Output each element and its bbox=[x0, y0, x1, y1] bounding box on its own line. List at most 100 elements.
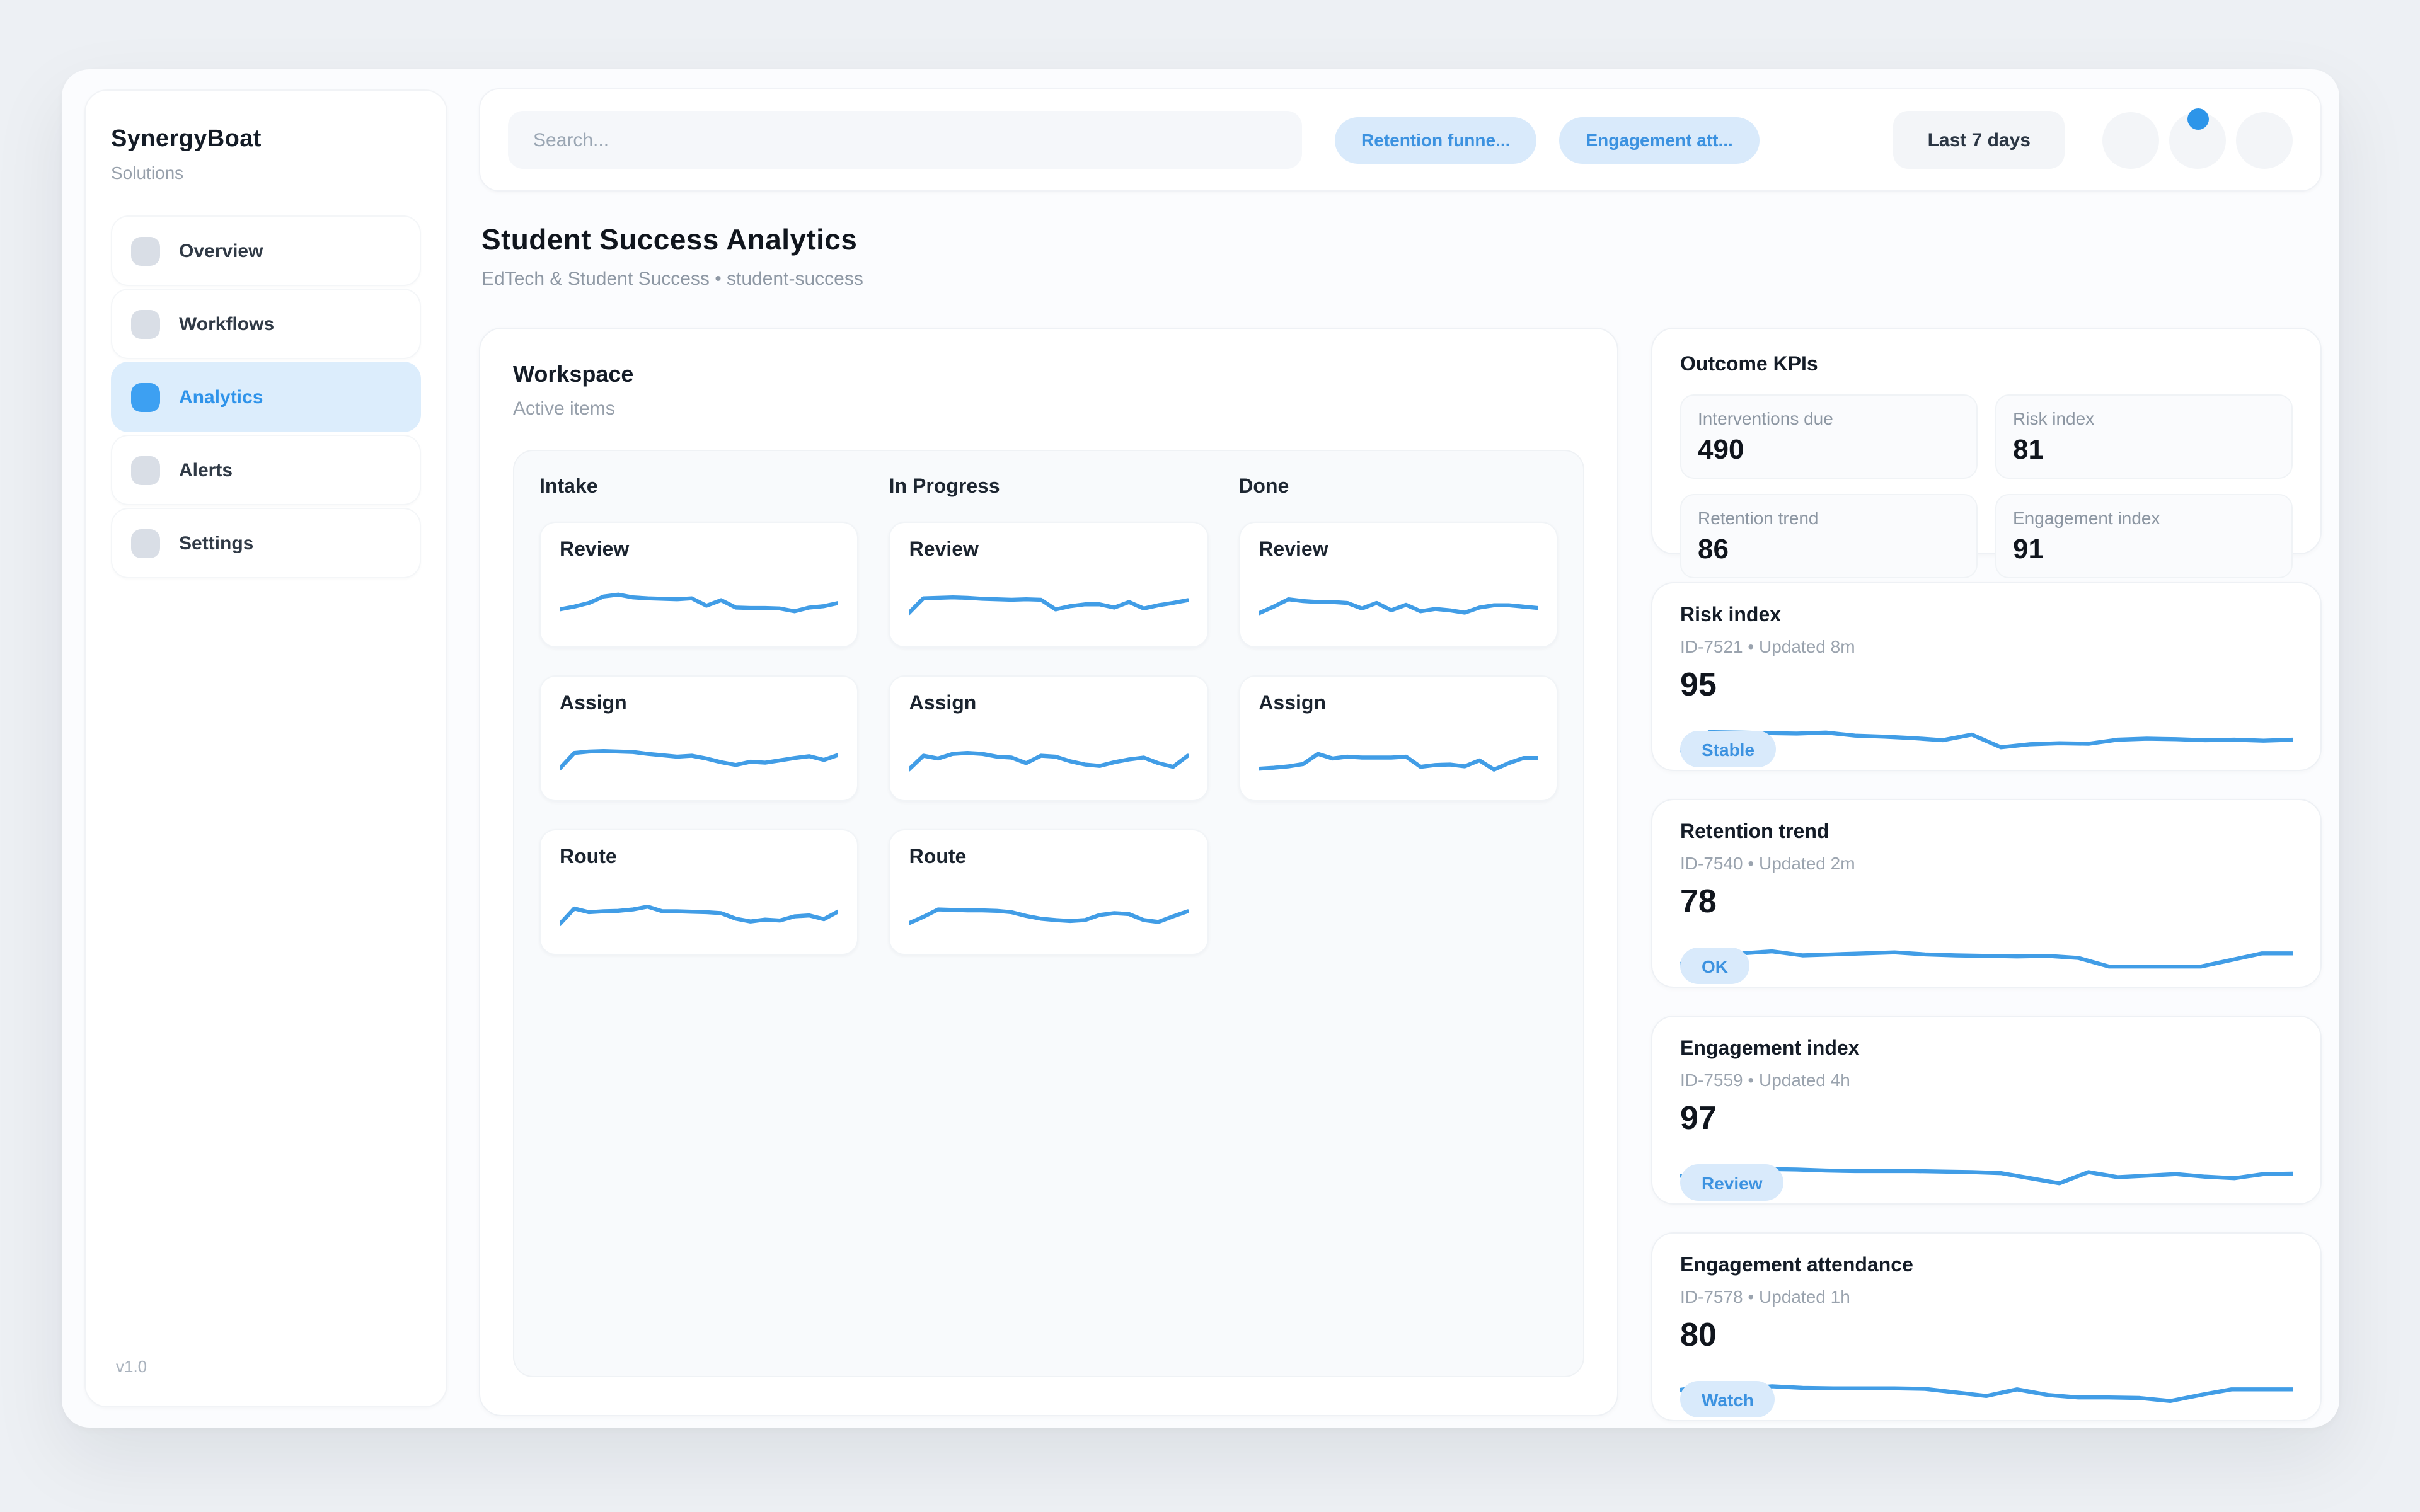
metric-card-engagement-index[interactable]: Engagement index ID-7559 • Updated 4h 97… bbox=[1651, 1016, 2322, 1205]
column-title: Done bbox=[1238, 476, 1289, 498]
chip-retention-funnel[interactable]: Retention funne... bbox=[1335, 117, 1537, 163]
metric-meta: ID-7559 • Updated 4h bbox=[1680, 1070, 1850, 1090]
kanban-card-assign[interactable]: Assign bbox=[1238, 675, 1558, 801]
metric-meta: ID-7540 • Updated 2m bbox=[1680, 853, 1855, 873]
kanban-card-review[interactable]: Review bbox=[1238, 522, 1558, 648]
metric-value: 80 bbox=[1680, 1315, 1717, 1353]
kpi-label: Risk index bbox=[2013, 408, 2095, 428]
sidebar-item-overview[interactable]: Overview bbox=[111, 215, 421, 286]
column-cards: Review Assign Route bbox=[539, 522, 859, 955]
sidebar-item-label: Analytics bbox=[179, 386, 263, 408]
sidebar-item-workflows[interactable]: Workflows bbox=[111, 289, 421, 359]
sparkline bbox=[909, 879, 1189, 932]
kpi-value: 81 bbox=[2013, 433, 2044, 465]
topbar-actions bbox=[2102, 108, 2293, 168]
metric-meta: ID-7578 • Updated 1h bbox=[1680, 1286, 1850, 1307]
metric-meta: ID-7521 • Updated 8m bbox=[1680, 636, 1855, 656]
kanban-card-assign[interactable]: Assign bbox=[889, 675, 1209, 801]
sidebar-item-label: Alerts bbox=[179, 459, 233, 481]
sparkline bbox=[560, 572, 839, 625]
filter-chips: Retention funne... Engagement att... bbox=[1335, 117, 1760, 163]
brand-subtitle: Solutions bbox=[111, 163, 184, 183]
metric-sparkline-area: OK bbox=[1680, 921, 2293, 984]
brand-name: SynergyBoat bbox=[111, 126, 262, 152]
card-label: Review bbox=[909, 539, 979, 561]
analytics-icon bbox=[131, 382, 160, 411]
page-title: Student Success Analytics bbox=[481, 223, 858, 256]
notifications-button[interactable] bbox=[2169, 108, 2226, 168]
metric-sparkline-area: Review bbox=[1680, 1138, 2293, 1201]
card-label: Assign bbox=[560, 693, 627, 714]
column-title: In Progress bbox=[889, 476, 1000, 498]
search-input[interactable] bbox=[508, 111, 1302, 169]
topbar-circle-button-1[interactable] bbox=[2102, 112, 2159, 168]
sparkline bbox=[1680, 921, 2293, 979]
metric-card-risk-index[interactable]: Risk index ID-7521 • Updated 8m 95 Stabl… bbox=[1651, 582, 2322, 771]
kpi-label: Interventions due bbox=[1698, 408, 1833, 428]
workflows-icon bbox=[131, 309, 160, 338]
status-badge: Watch bbox=[1680, 1381, 1775, 1418]
topbar: Retention funne... Engagement att... Las… bbox=[479, 88, 2322, 192]
kpi-label: Engagement index bbox=[2013, 508, 2160, 528]
sparkline bbox=[1680, 704, 2293, 762]
sparkline bbox=[909, 726, 1189, 779]
workspace-title: Workspace bbox=[513, 362, 634, 387]
card-label: Review bbox=[560, 539, 630, 561]
avatar[interactable] bbox=[2236, 112, 2293, 168]
sparkline bbox=[560, 726, 839, 779]
breadcrumb: EdTech & Student Success • student-succe… bbox=[481, 268, 863, 290]
sparkline bbox=[560, 879, 839, 932]
alerts-icon bbox=[131, 455, 160, 484]
status-badge: OK bbox=[1680, 948, 1749, 984]
sparkline bbox=[1680, 1354, 2293, 1412]
notification-dot bbox=[2187, 108, 2208, 129]
status-badge: Review bbox=[1680, 1164, 1784, 1201]
kanban-column-in-progress: In Progress Review Assign Route bbox=[889, 476, 1209, 955]
kpi-grid: Interventions due 490 Risk index 81 Rete… bbox=[1680, 394, 2293, 578]
date-range-button[interactable]: Last 7 days bbox=[1893, 111, 2065, 169]
kanban-card-route[interactable]: Route bbox=[539, 829, 859, 955]
kanban-column-intake: Intake Review Assign Route bbox=[539, 476, 859, 955]
kpi-tile-risk-index: Risk index 81 bbox=[1995, 394, 2293, 479]
sparkline bbox=[1680, 1138, 2293, 1196]
card-label: Assign bbox=[909, 693, 977, 714]
sidebar-nav: Overview Workflows Analytics Alerts Sett… bbox=[111, 215, 421, 578]
metric-title: Engagement attendance bbox=[1680, 1255, 1913, 1276]
outcome-kpis-panel: Outcome KPIs Interventions due 490 Risk … bbox=[1651, 328, 2322, 578]
app-version: v1.0 bbox=[116, 1357, 147, 1376]
sidebar-item-analytics[interactable]: Analytics bbox=[111, 362, 421, 432]
column-cards: Review Assign Route bbox=[889, 522, 1209, 955]
kanban-card-route[interactable]: Route bbox=[889, 829, 1209, 955]
sparkline bbox=[1259, 726, 1538, 779]
sidebar-item-alerts[interactable]: Alerts bbox=[111, 435, 421, 505]
kpi-tile-retention-trend: Retention trend 86 bbox=[1680, 494, 1978, 578]
overview-icon bbox=[131, 236, 160, 265]
card-label: Review bbox=[1259, 539, 1328, 561]
app-window: SynergyBoat Solutions Overview Workflows… bbox=[62, 69, 2339, 1428]
sidebar-item-label: Settings bbox=[179, 532, 254, 554]
sidebar-item-label: Overview bbox=[179, 240, 263, 261]
metric-title: Risk index bbox=[1680, 605, 1782, 626]
metric-card-retention-trend[interactable]: Retention trend ID-7540 • Updated 2m 78 … bbox=[1651, 799, 2322, 988]
kanban-card-review[interactable]: Review bbox=[889, 522, 1209, 648]
metric-value: 78 bbox=[1680, 882, 1717, 920]
metric-card-engagement-attendance[interactable]: Engagement attendance ID-7578 • Updated … bbox=[1651, 1232, 2322, 1421]
metric-title: Engagement index bbox=[1680, 1038, 1860, 1060]
kpi-value: 91 bbox=[2013, 533, 2044, 564]
column-cards: Review Assign bbox=[1238, 522, 1558, 801]
status-badge: Stable bbox=[1680, 731, 1777, 767]
kpi-tile-engagement-index: Engagement index 91 bbox=[1995, 494, 2293, 578]
chip-engagement-attendance[interactable]: Engagement att... bbox=[1559, 117, 1760, 163]
kpi-tile-interventions-due: Interventions due 490 bbox=[1680, 394, 1978, 479]
metric-sparkline-area: Watch bbox=[1680, 1354, 2293, 1418]
kanban-column-done: Done Review Assign bbox=[1238, 476, 1558, 955]
sparkline bbox=[909, 572, 1189, 625]
metric-value: 95 bbox=[1680, 665, 1717, 703]
kanban-card-assign[interactable]: Assign bbox=[539, 675, 859, 801]
kanban-card-review[interactable]: Review bbox=[539, 522, 859, 648]
sidebar-item-settings[interactable]: Settings bbox=[111, 508, 421, 578]
sparkline bbox=[1259, 572, 1538, 625]
metric-title: Retention trend bbox=[1680, 822, 1829, 843]
right-column: Outcome KPIs Interventions due 490 Risk … bbox=[1651, 328, 2322, 1421]
